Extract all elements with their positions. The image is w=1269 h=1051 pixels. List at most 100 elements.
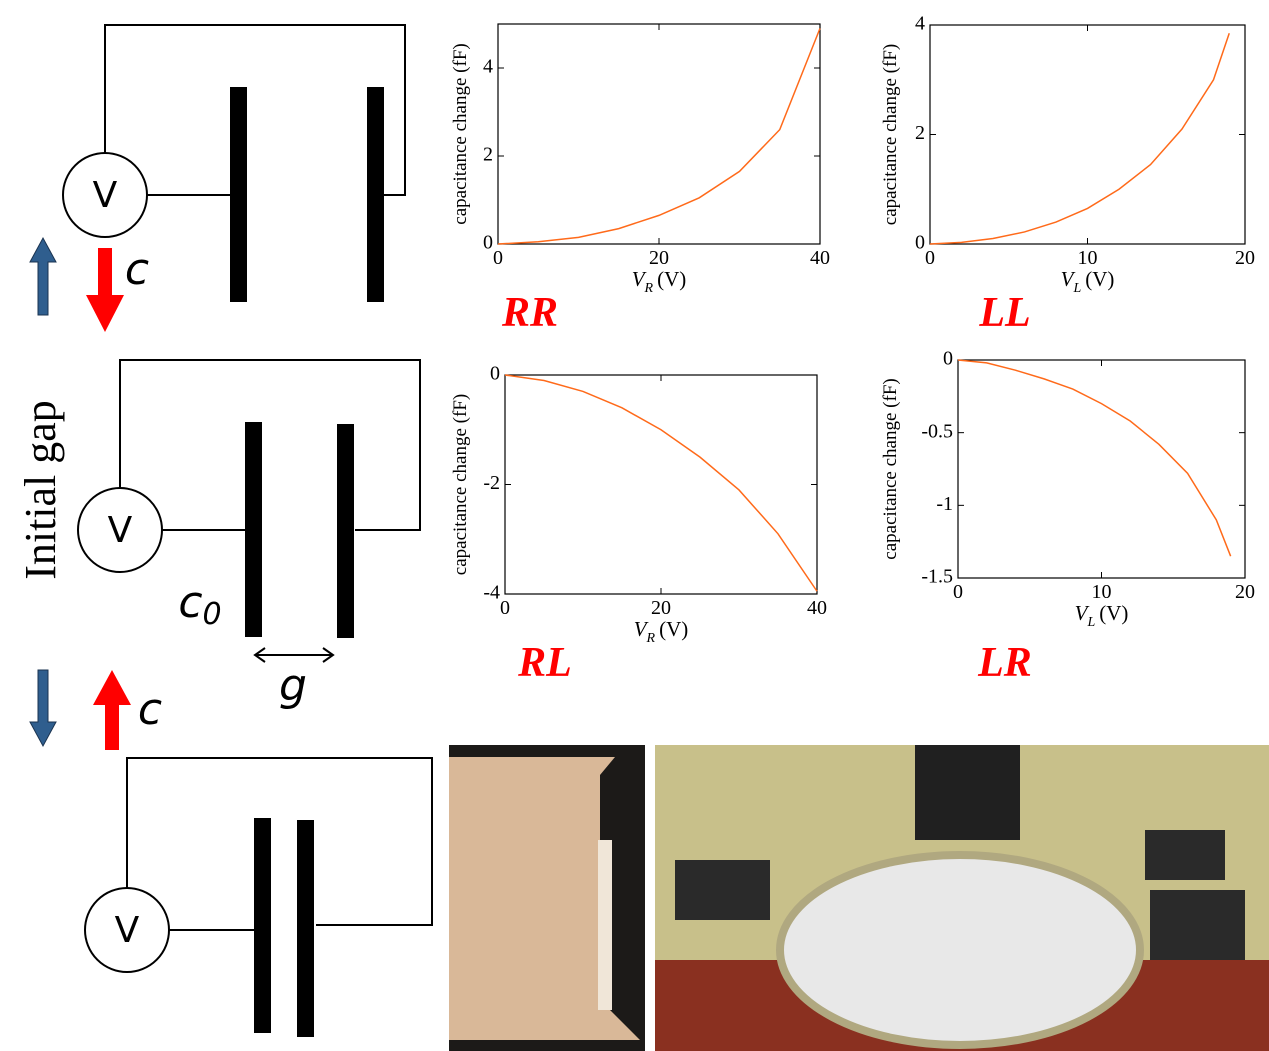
symbol: V	[1075, 601, 1090, 625]
plate	[337, 424, 354, 638]
symbol: V	[634, 617, 649, 641]
x-tick-label: 0	[493, 247, 503, 269]
gap-arrow	[253, 647, 335, 663]
arrows	[29, 236, 335, 750]
photo-area	[1150, 890, 1245, 960]
chart: 0 2 4 0 10 20 capacitance change (fF) VL (V) LL	[880, 13, 1255, 336]
unit: (V)	[1085, 267, 1114, 291]
photo-area	[449, 757, 640, 1040]
subscript: L	[1086, 615, 1095, 630]
subscript: L	[1072, 281, 1081, 296]
x-tick-label: 10	[1092, 581, 1112, 603]
x-tick-label: 0	[925, 247, 935, 269]
x-tick-label: 0	[500, 597, 510, 619]
photos	[449, 745, 1269, 1051]
plate	[230, 87, 247, 302]
x-tick-label: 20	[1235, 247, 1255, 269]
y-tick-label: 0	[483, 232, 493, 254]
symbol: V	[1061, 267, 1076, 291]
source	[62, 152, 148, 238]
wire	[104, 24, 406, 196]
panel-label: LR	[977, 640, 1032, 686]
y-tick-label: 0	[943, 348, 953, 370]
plot-frame	[957, 359, 1246, 579]
x-tick-label: 20	[1235, 581, 1255, 603]
arrow	[29, 236, 57, 316]
side-label: Initial gap	[16, 400, 65, 580]
y-tick-label: 4	[483, 56, 493, 78]
data-line	[957, 359, 1232, 557]
source-label: V	[93, 175, 118, 216]
x-axis-label: VR (V)	[634, 617, 689, 646]
panel-label: LL	[978, 290, 1030, 336]
y-tick-label: 2	[483, 144, 493, 166]
plot-frame	[929, 24, 1246, 245]
y-tick-label: -1	[936, 493, 953, 515]
plate	[367, 87, 384, 302]
source-label: V	[108, 510, 133, 551]
change-label: c	[138, 684, 162, 735]
x-tick-label: 20	[649, 247, 669, 269]
capacitance-label: c0	[178, 577, 221, 632]
x-tick-label: 10	[1078, 247, 1098, 269]
x-axis-label: VL (V)	[1061, 267, 1115, 296]
panel-label: RR	[501, 290, 558, 336]
diagram-labels: V V V c c g c0 Initial gap	[16, 175, 307, 951]
plates	[230, 87, 384, 1037]
wire	[126, 757, 433, 931]
y-axis-label: capacitance change (fF)	[450, 43, 471, 224]
x-tick-label: 0	[953, 581, 963, 603]
circuits	[62, 24, 433, 973]
y-tick-label: 4	[915, 13, 925, 35]
y-tick-label: 0	[915, 232, 925, 254]
photo-area	[675, 860, 770, 920]
x-tick-label: 40	[810, 247, 830, 269]
unit: (V)	[1099, 601, 1128, 625]
chart: -1.5 -1 -0.5 0 0 10 20 capacitance change (fF) V…	[880, 348, 1255, 686]
gap-label: g	[279, 660, 307, 711]
x-tick-label: 20	[651, 597, 671, 619]
y-axis-label: capacitance change (fF)	[880, 44, 901, 225]
panel-label: RL	[517, 640, 572, 686]
photo-area	[776, 851, 1144, 1049]
wire	[119, 359, 421, 531]
plate	[254, 818, 271, 1033]
data-line	[497, 28, 821, 245]
source-label: V	[115, 910, 140, 951]
y-tick-label: -0.5	[921, 420, 953, 442]
y-tick-label: 2	[915, 122, 925, 144]
plot-frame	[497, 23, 821, 245]
subscript: 0	[203, 597, 222, 632]
y-axis-label: capacitance change (fF)	[880, 378, 901, 559]
plate	[245, 422, 262, 637]
symbol: V	[632, 267, 647, 291]
chart: -4 -2 0 0 20 40 capacitance change (fF) VR (V) RL	[450, 363, 827, 686]
source	[84, 887, 170, 973]
unit: (V)	[657, 267, 686, 291]
photo-area	[1145, 830, 1225, 880]
data-line	[504, 374, 818, 592]
arrow	[93, 670, 131, 750]
symbol: c	[178, 577, 202, 628]
y-tick-label: -2	[483, 472, 500, 494]
y-axis-label: capacitance change (fF)	[450, 394, 471, 575]
arrow	[29, 669, 57, 748]
unit: (V)	[659, 617, 688, 641]
plot-frame	[504, 374, 818, 595]
plate	[297, 820, 314, 1037]
change-label: c	[125, 244, 149, 295]
y-tick-label: 0	[490, 363, 500, 385]
y-tick-label: -4	[483, 582, 500, 604]
x-tick-label: 40	[807, 597, 827, 619]
arrow	[86, 248, 124, 332]
photo-area	[598, 840, 612, 1010]
subscript: R	[644, 281, 654, 296]
y-tick-label: -1.5	[921, 566, 953, 588]
data-line	[929, 32, 1230, 245]
x-axis-label: VR (V)	[632, 267, 687, 296]
x-axis-label: VL (V)	[1075, 601, 1129, 630]
source	[77, 487, 163, 573]
photo-area	[915, 745, 1020, 840]
